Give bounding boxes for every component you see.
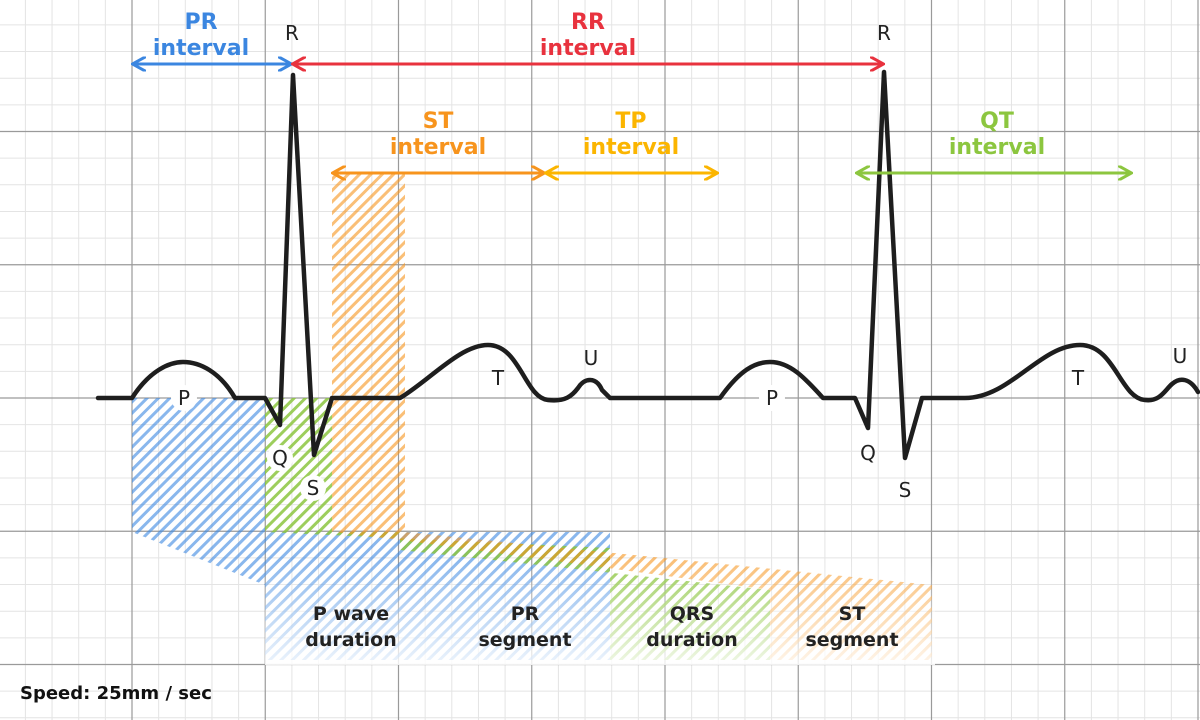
tp-interval-label-2: interval [583, 135, 679, 160]
wave-labels: P Q R S T U P Q R S T U [171, 21, 1187, 502]
tp-interval-label-1: TP [615, 109, 646, 134]
st-interval-label-2: interval [390, 135, 486, 160]
pr-interval-label-2: interval [153, 36, 249, 61]
wave-r: R [877, 21, 891, 45]
wave-u: U [584, 346, 599, 370]
qt-interval-label-2: interval [949, 135, 1045, 160]
rr-interval-label-2: interval [540, 36, 636, 61]
pr-segment-label-1: PR [511, 603, 540, 625]
interval-labels: PR interval RR interval ST interval TP i… [153, 10, 1045, 160]
speed-label: Speed: 25mm / sec [20, 683, 212, 704]
interval-arrows [134, 64, 1130, 173]
wave-q: Q [860, 441, 876, 465]
qt-interval-label-1: QT [980, 109, 1014, 134]
st-segment-label-2: segment [805, 629, 898, 651]
st-interval-label-1: ST [423, 109, 454, 134]
qrs-duration-label-1: QRS [670, 603, 714, 625]
rr-interval-label-1: RR [571, 10, 605, 35]
ecg-trace [95, 69, 1200, 461]
wave-t: T [491, 366, 505, 390]
p-wave-duration-label-1: P wave [313, 603, 389, 625]
pr-interval-label-1: PR [184, 10, 217, 35]
hatched-regions [132, 173, 935, 665]
pr-segment-label-2: segment [478, 629, 571, 651]
segment-labels: P wave duration PR segment QRS duration … [305, 603, 898, 651]
p-wave-duration-label-2: duration [305, 629, 397, 651]
wave-t: T [1071, 366, 1085, 390]
wave-r: R [285, 21, 299, 45]
wave-s: S [899, 478, 912, 502]
wave-s: S [307, 476, 320, 500]
st-segment-label-1: ST [839, 603, 866, 625]
wave-p: P [178, 386, 190, 410]
wave-q: Q [272, 446, 288, 470]
qrs-duration-label-2: duration [646, 629, 738, 651]
wave-u: U [1173, 344, 1188, 368]
wave-p: P [766, 386, 778, 410]
